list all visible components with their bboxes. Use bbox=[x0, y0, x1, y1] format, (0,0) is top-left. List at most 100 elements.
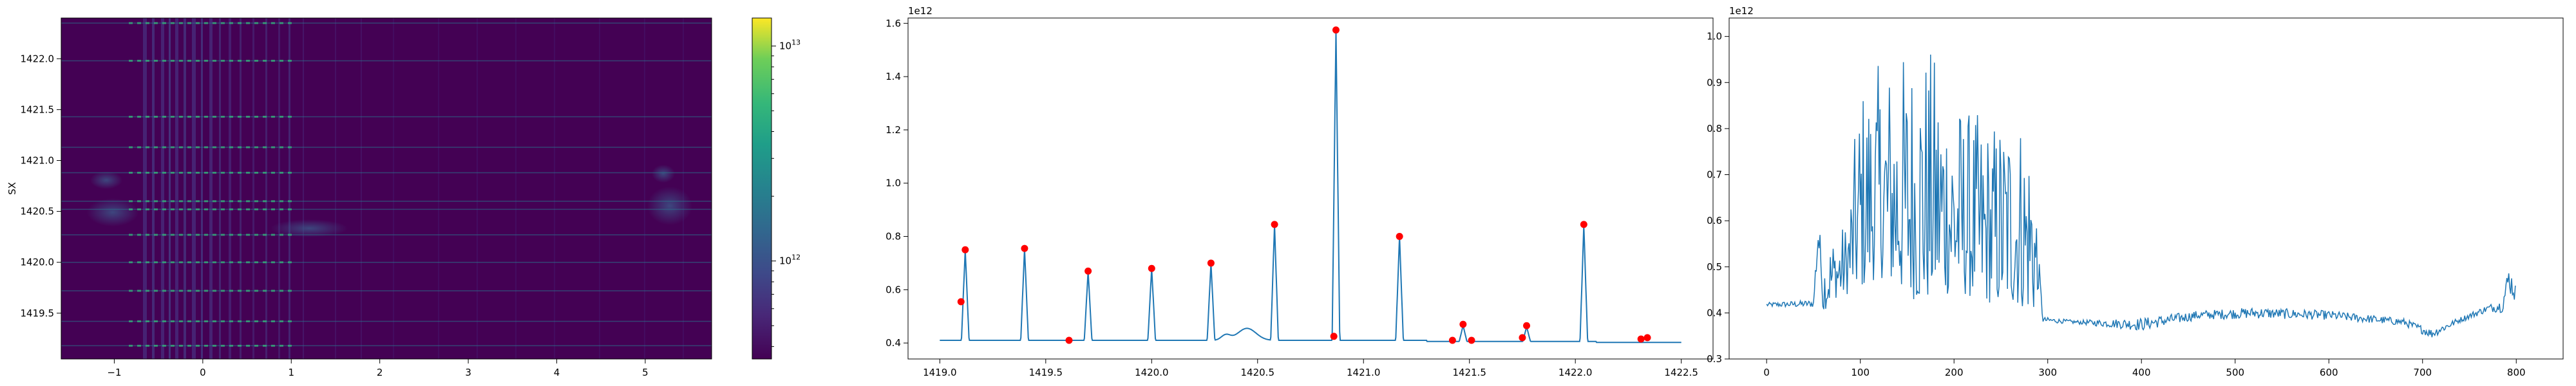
heatmap-cell bbox=[187, 208, 191, 210]
heatmap-y-label: SX bbox=[6, 182, 18, 195]
heatmap-cell bbox=[171, 290, 175, 292]
heatmap-cell bbox=[179, 261, 183, 264]
series-y-tick: 0.9 bbox=[1707, 77, 1729, 88]
peaks-x-tick: 1420.0 bbox=[1135, 359, 1169, 378]
peaks-x-tick-label: 1421.0 bbox=[1347, 367, 1381, 378]
heatmap-cell bbox=[254, 59, 258, 62]
heatmap-cell bbox=[187, 200, 191, 203]
heatmap-cell bbox=[213, 171, 216, 174]
series-x-tick-label: 300 bbox=[2038, 367, 2057, 378]
heatmap-cell bbox=[271, 290, 275, 292]
heatmap-cell bbox=[213, 344, 216, 347]
heatmap-cell bbox=[238, 344, 242, 347]
heatmap-y-tick: 1419.5 bbox=[21, 308, 61, 319]
heatmap-cell bbox=[154, 234, 158, 236]
heatmap-cell bbox=[129, 146, 133, 149]
heatmap-cell bbox=[137, 59, 141, 62]
heatmap-cell bbox=[238, 200, 242, 203]
heatmap-background bbox=[61, 18, 712, 359]
heatmap-cell bbox=[187, 290, 191, 292]
heatmap-cell bbox=[179, 146, 183, 149]
heatmap-cell bbox=[229, 208, 233, 210]
heatmap-cell bbox=[254, 208, 258, 210]
heatmap-cell bbox=[271, 22, 275, 24]
heatmap-cell bbox=[196, 200, 200, 203]
heatmap-cell bbox=[238, 234, 242, 236]
series-x-ticks: 0 100 200 300 400 500 600 700 800 bbox=[1763, 359, 2526, 378]
peaks-x-ticks: 1419.0 1419.5 1420.0 1420.5 1421.0 1421.5 1422… bbox=[923, 359, 1698, 378]
heatmap-cell bbox=[229, 261, 233, 264]
heatmap-cell bbox=[179, 344, 183, 347]
heatmap-cell bbox=[288, 344, 292, 347]
heatmap-cell bbox=[137, 234, 141, 236]
heatmap-cell bbox=[271, 146, 275, 149]
peaks-x-tick: 1421.0 bbox=[1347, 359, 1381, 378]
heatmap-cell bbox=[263, 261, 267, 264]
heatmap-cell bbox=[162, 115, 166, 118]
heatmap-cell bbox=[246, 290, 250, 292]
heatmap-cell bbox=[221, 22, 225, 24]
heatmap-cell bbox=[179, 59, 183, 62]
heatmap-y-tick-label: 1421.5 bbox=[21, 104, 55, 115]
heatmap-cell bbox=[204, 208, 208, 210]
heatmap-cell bbox=[146, 171, 149, 174]
heatmap-cell bbox=[196, 22, 200, 24]
heatmap-cell bbox=[162, 171, 166, 174]
series-y-tick-label: 0.6 bbox=[1707, 215, 1722, 226]
heatmap-cell bbox=[129, 344, 133, 347]
heatmap-cell bbox=[196, 261, 200, 264]
heatmap-cell bbox=[263, 200, 267, 203]
heatmap-cell bbox=[238, 290, 242, 292]
heatmap-cell bbox=[146, 59, 149, 62]
heatmap-cell bbox=[288, 261, 292, 264]
peak-marker bbox=[1459, 320, 1467, 328]
heatmap-cell bbox=[288, 146, 292, 149]
heatmap-cell bbox=[246, 234, 250, 236]
heatmap-cell bbox=[221, 290, 225, 292]
peaks-x-tick: 1422.0 bbox=[1558, 359, 1592, 378]
heatmap-cell bbox=[154, 171, 158, 174]
heatmap-cell bbox=[279, 146, 283, 149]
heatmap-cell bbox=[179, 234, 183, 236]
heatmap-cell bbox=[254, 344, 258, 347]
heatmap-cell bbox=[187, 344, 191, 347]
peaks-y-tick-label: 1.0 bbox=[886, 178, 901, 189]
heatmap-cell bbox=[187, 234, 191, 236]
peaks-offset-label: 1e12 bbox=[908, 5, 933, 17]
heatmap-cell bbox=[271, 344, 275, 347]
heatmap-cell bbox=[154, 208, 158, 210]
heatmap-cell bbox=[238, 59, 242, 62]
heatmap-cell bbox=[129, 208, 133, 210]
peak-marker bbox=[1207, 259, 1215, 267]
series-line bbox=[1766, 54, 2516, 338]
heatmap-cell bbox=[171, 200, 175, 203]
heatmap-cell bbox=[187, 320, 191, 322]
heatmap-cell bbox=[154, 344, 158, 347]
heatmap-cell bbox=[162, 146, 166, 149]
heatmap-cell bbox=[162, 234, 166, 236]
heatmap-cell bbox=[221, 320, 225, 322]
heatmap-cell bbox=[204, 200, 208, 203]
heatmap-x-tick-label: 2 bbox=[377, 367, 383, 378]
heatmap-cell bbox=[154, 320, 158, 322]
heatmap-cell bbox=[187, 146, 191, 149]
heatmap-cell bbox=[229, 200, 233, 203]
heatmap-cell bbox=[179, 22, 183, 24]
peaks-y-tick-label: 0.8 bbox=[886, 231, 901, 243]
series-x-tick: 0 bbox=[1763, 359, 1770, 378]
heatmap-cell bbox=[221, 171, 225, 174]
heatmap-cell bbox=[263, 290, 267, 292]
series-y-tick-label: 0.8 bbox=[1707, 123, 1722, 134]
peak-marker bbox=[1065, 336, 1073, 344]
heatmap-cell bbox=[229, 171, 233, 174]
heatmap-cell bbox=[254, 320, 258, 322]
heatmap-cell bbox=[246, 59, 250, 62]
heatmap-cell bbox=[271, 208, 275, 210]
heatmap-y-tick-label: 1420.0 bbox=[21, 257, 55, 268]
heatmap-cell bbox=[279, 261, 283, 264]
peaks-y-ticks: 0.4 0.6 0.8 1.0 1.2 1.4 1.6 bbox=[886, 17, 908, 349]
peak-marker bbox=[1637, 335, 1645, 343]
peaks-y-tick-label: 0.6 bbox=[886, 284, 901, 295]
peaks-y-tick: 1.0 bbox=[886, 178, 908, 189]
